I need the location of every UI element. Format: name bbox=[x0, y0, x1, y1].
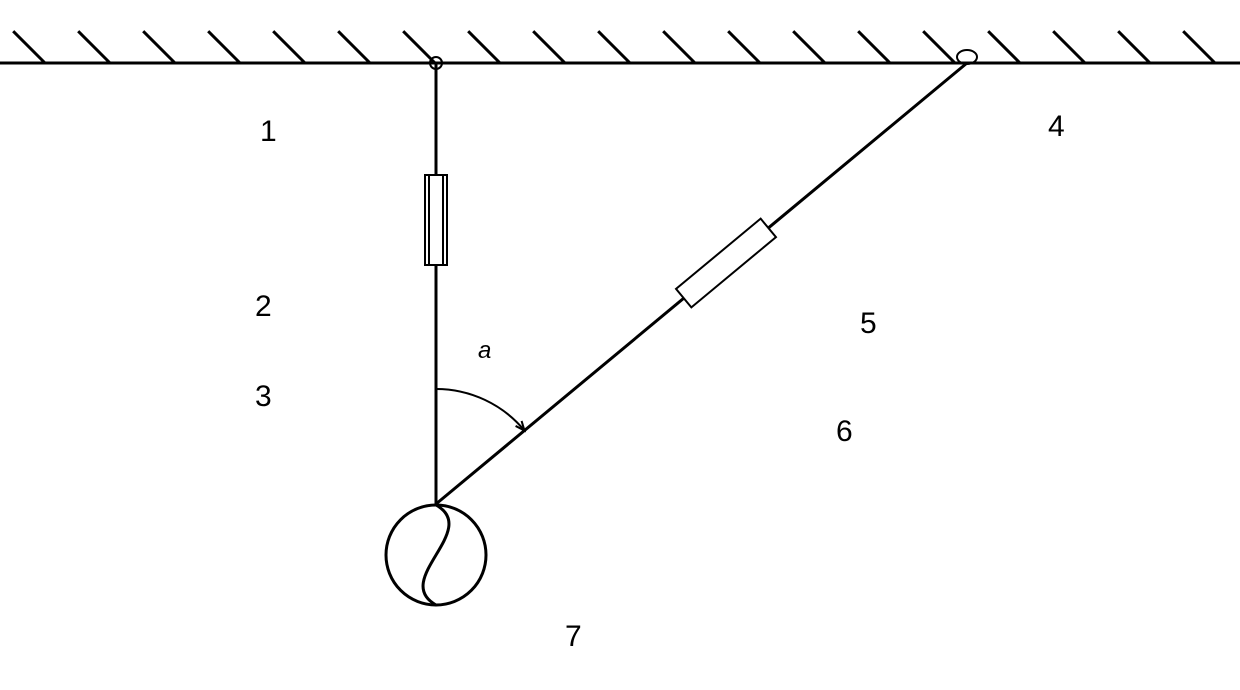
label-5: 5 bbox=[860, 307, 877, 341]
label-4: 4 bbox=[1048, 110, 1065, 144]
vertical-rod bbox=[425, 57, 447, 504]
ceiling-hatching bbox=[0, 31, 1240, 63]
label-2: 2 bbox=[255, 290, 272, 324]
hanging-ball bbox=[386, 505, 486, 605]
svg-text:a: a bbox=[478, 337, 491, 364]
label-6: 6 bbox=[836, 415, 853, 449]
label-1: 1 bbox=[260, 115, 277, 149]
label-3: 3 bbox=[255, 380, 272, 414]
angle-marker: a bbox=[436, 337, 524, 431]
diagonal-rod bbox=[436, 50, 977, 504]
label-7: 7 bbox=[565, 620, 582, 654]
schematic-diagram: a bbox=[0, 0, 1240, 690]
